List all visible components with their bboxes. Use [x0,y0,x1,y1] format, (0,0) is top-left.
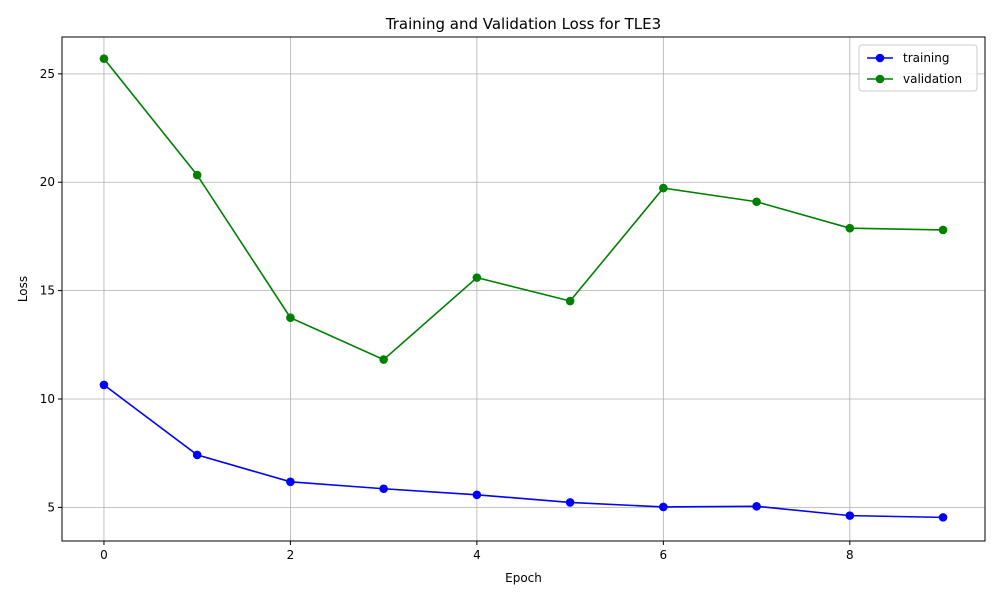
series-line-validation [103,58,944,361]
series-line-training [103,384,944,519]
series-training [99,380,948,522]
series-validation [99,54,948,364]
y-tick-label: 5 [47,500,55,514]
axis-ticks: 0 2 4 6 8 5 10 15 20 25 [40,67,854,562]
legend-marker [875,53,885,63]
legend: training validation [858,44,978,92]
x-tick-label: 6 [660,548,668,562]
data-point-validation [938,225,948,235]
chart-title: Training and Validation Loss for TLE3 [385,15,661,33]
data-point-validation [286,313,295,323]
legend-item-validation: validation [867,72,962,86]
x-tick-label: 2 [287,548,295,562]
grid [62,37,985,541]
data-point-training [938,513,948,522]
legend-label: training [903,51,950,65]
data-point-validation [565,296,575,306]
data-point-validation [659,183,668,193]
data-point-training [659,502,668,512]
data-point-validation [752,197,761,207]
y-axis-label: Loss [16,276,30,302]
data-point-training [192,450,202,460]
x-tick-label: 8 [846,548,854,562]
data-point-validation [99,54,109,63]
x-tick-label: 0 [100,548,108,562]
y-tick-label: 10 [40,392,55,406]
legend-marker [875,74,885,84]
data-point-training [99,380,109,390]
data-point-training [286,477,295,487]
x-tick-label: 4 [473,548,481,562]
y-tick-label: 25 [40,67,55,81]
data-point-validation [845,223,855,233]
data-point-training [472,490,482,500]
data-point-training [845,511,855,520]
data-point-training [565,498,575,507]
y-tick-label: 20 [40,175,55,189]
data-point-validation [192,170,202,180]
data-point-training [752,502,761,511]
series-layer [99,54,948,522]
y-tick-label: 15 [40,284,55,298]
plot-frame [61,36,986,542]
data-point-validation [472,273,482,282]
legend-label: validation [903,72,962,86]
x-axis-label: Epoch [505,571,542,585]
data-point-validation [379,355,388,364]
data-point-training [379,484,388,494]
legend-item-training: training [867,51,950,65]
